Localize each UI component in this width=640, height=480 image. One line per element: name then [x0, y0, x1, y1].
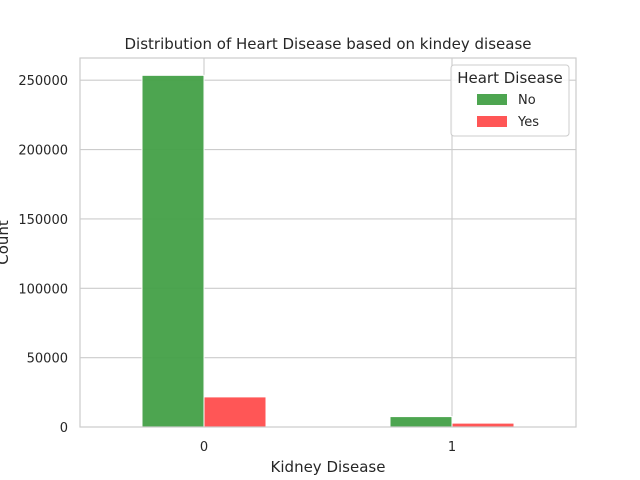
- x-tick-label: 1: [448, 440, 456, 455]
- chart-title: Distribution of Heart Disease based on k…: [124, 35, 531, 53]
- y-tick-label: 0: [60, 421, 68, 436]
- plot-frame: [79, 57, 577, 428]
- y-tick-label: 150000: [18, 213, 68, 228]
- legend-swatch-no: [477, 94, 507, 105]
- y-axis-label: Count: [0, 220, 12, 265]
- bars: [141, 74, 515, 428]
- ticks: 0 50000 100000 150000 200000 250000 0 1: [18, 74, 456, 455]
- x-tick-label: 0: [200, 440, 208, 455]
- legend-title: Heart Disease: [457, 69, 563, 87]
- bar-no-1: [389, 416, 453, 428]
- y-tick-label: 50000: [27, 352, 68, 367]
- y-tick-label: 200000: [18, 144, 68, 159]
- x-axis-label: Kidney Disease: [271, 458, 386, 476]
- legend-swatch-yes: [477, 116, 507, 127]
- bar-no-0: [141, 74, 205, 428]
- bar-yes-0: [203, 396, 267, 428]
- legend-label-no: No: [518, 93, 536, 108]
- legend: Heart Disease No Yes: [450, 64, 570, 137]
- legend-label-yes: Yes: [517, 115, 539, 130]
- y-tick-label: 250000: [18, 74, 68, 89]
- y-tick-label: 100000: [18, 282, 68, 297]
